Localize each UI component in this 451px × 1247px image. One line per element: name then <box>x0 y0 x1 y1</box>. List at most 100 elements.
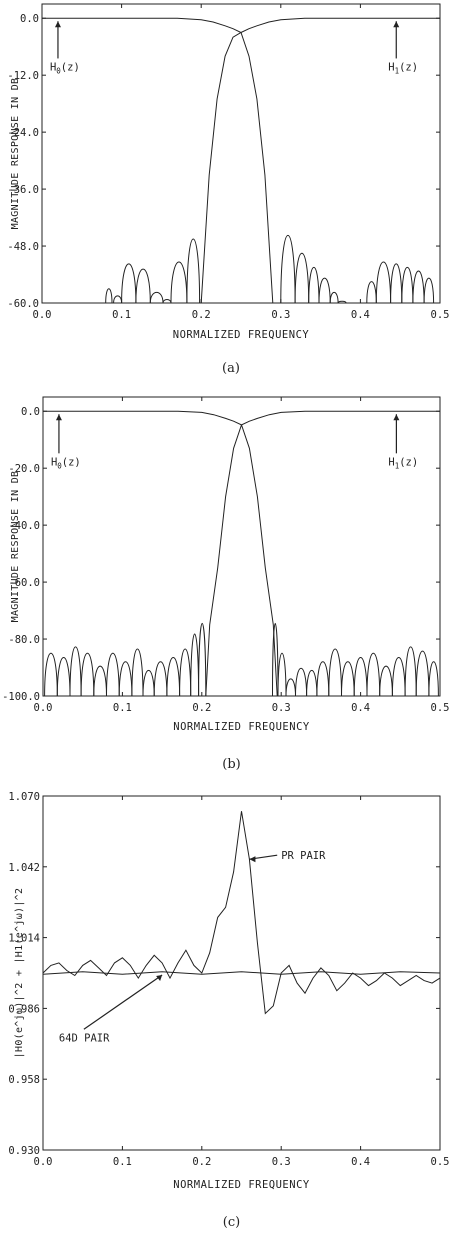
series-line-c-1 <box>42 971 441 975</box>
stopband-lobe-b-1 <box>131 648 144 697</box>
stopband-lobe-a-1 <box>121 263 137 304</box>
series-line-b-0 <box>43 410 440 697</box>
y-tick-label-c: 0.986 <box>8 1003 40 1015</box>
stopband-lobe-b-1 <box>142 670 155 697</box>
stopband-lobe-b-0 <box>328 648 342 697</box>
stopband-lobe-a-1 <box>149 291 164 304</box>
y-tick-label-b: -40.0 <box>8 520 40 532</box>
y-tick-label-c: 1.070 <box>8 791 40 803</box>
stopband-lobe-a-0 <box>308 267 320 304</box>
y-tick-label-a: -12.0 <box>7 70 39 82</box>
x-tick-label-b: 0.5 <box>431 702 450 714</box>
x-tick-label-c: 0.0 <box>34 1156 53 1168</box>
stopband-lobe-b-1 <box>93 665 107 697</box>
y-tick-label-c: 1.014 <box>8 933 40 945</box>
stopband-lobe-b-1 <box>44 652 58 697</box>
stopband-lobe-b-0 <box>285 678 296 697</box>
y-tick-label-b: -80.0 <box>8 634 40 646</box>
stopband-lobe-b-0 <box>379 665 393 697</box>
stopband-lobe-b-1 <box>106 652 120 697</box>
stopband-lobe-a-0 <box>337 300 347 304</box>
annotation-label-a: H0(z) <box>50 61 80 75</box>
chart-panel-b: 0.0 0.1 0.2 0.3 0.4 0.5 0.0 -20.0 -40.0 -60.0 -80.… <box>2 396 450 772</box>
stopband-lobe-b-1 <box>153 661 168 697</box>
y-axis-label-a: MAGNITUDE RESPONSE IN DB <box>10 78 21 230</box>
stopband-lobe-a-0 <box>412 270 425 304</box>
stopband-lobe-b-0 <box>316 661 330 697</box>
stopband-lobe-a-0 <box>401 267 414 304</box>
caption-b: (b) <box>222 757 240 772</box>
stopband-lobe-a-1 <box>105 288 113 304</box>
stopband-lobe-b-0 <box>353 657 368 697</box>
stopband-lobe-b-0 <box>272 623 279 697</box>
x-tick-label-b: 0.1 <box>113 702 132 714</box>
stopband-lobe-b-0 <box>341 661 355 697</box>
stopband-lobe-b-0 <box>306 670 318 697</box>
y-tick-label-a: -48.0 <box>7 241 39 253</box>
arrow-head-b <box>55 414 62 421</box>
y-tick-label-b: -20.0 <box>8 463 40 475</box>
plot-frame-a <box>41 3 441 304</box>
x-axis-label-b: NORMALIZED FREQUENCY <box>173 721 310 733</box>
x-tick-label-c: 0.1 <box>113 1156 132 1168</box>
stopband-lobe-a-0 <box>294 252 310 304</box>
annotation-label-a: H1(z) <box>388 61 418 75</box>
caption-c: (c) <box>223 1215 240 1230</box>
y-tick-label-b: 0.0 <box>21 406 40 418</box>
x-tick-label-a: 0.5 <box>431 309 450 321</box>
stopband-lobe-b-1 <box>56 657 71 697</box>
x-tick-label-b: 0.4 <box>351 702 370 714</box>
stopband-lobe-a-1 <box>170 261 188 304</box>
stopband-lobe-b-1 <box>118 661 133 697</box>
stopband-lobe-b-0 <box>428 661 439 697</box>
annotation-label-b: H0(z) <box>51 456 81 470</box>
x-tick-label-c: 0.4 <box>351 1156 370 1168</box>
caption-a: (a) <box>222 361 240 376</box>
y-tick-label-a: -24.0 <box>7 127 39 139</box>
stopband-lobe-a-0 <box>329 291 339 304</box>
stopband-lobe-b-1 <box>198 623 207 697</box>
x-tick-label-c: 0.5 <box>431 1156 450 1168</box>
stopband-lobe-b-0 <box>404 646 417 697</box>
x-tick-label-a: 0.0 <box>33 309 52 321</box>
chart-panel-a: 0.0 0.1 0.2 0.3 0.4 0.5 0.0 -12.0 -24.0 -36.0 -48.… <box>7 3 450 376</box>
stopband-lobe-b-0 <box>415 650 430 697</box>
stopband-lobe-b-1 <box>179 648 192 697</box>
x-tick-label-c: 0.2 <box>192 1156 211 1168</box>
stopband-lobe-a-1 <box>186 238 201 304</box>
y-axis-label-b: MAGNITUDE RESPONSE IN DB <box>10 471 21 623</box>
annotation-label-c: 64D PAIR <box>59 1032 110 1044</box>
stopband-lobe-b-0 <box>295 667 308 697</box>
y-tick-label-a: -60.0 <box>7 298 39 310</box>
stopband-lobe-b-0 <box>366 652 381 697</box>
64d-pair-arrow <box>83 974 163 1030</box>
stopband-lobe-b-0 <box>277 652 287 697</box>
x-tick-label-b: 0.3 <box>272 702 291 714</box>
stopband-lobe-a-0 <box>280 234 296 304</box>
y-tick-label-c: 1.042 <box>8 862 40 874</box>
x-tick-label-a: 0.4 <box>351 309 370 321</box>
stopband-lobe-b-0 <box>391 657 406 697</box>
stopband-lobe-a-0 <box>390 263 403 304</box>
stopband-lobe-a-0 <box>423 277 435 304</box>
x-tick-label-b: 0.2 <box>192 702 211 714</box>
arrow-head-c <box>249 856 256 863</box>
arrow-head-a <box>393 21 400 28</box>
annotation-label-c: PR PAIR <box>281 850 326 862</box>
x-tick-label-b: 0.0 <box>34 702 53 714</box>
stopband-lobe-b-1 <box>69 646 82 697</box>
stopband-lobe-a-1 <box>135 268 151 304</box>
stopband-lobe-b-1 <box>166 657 181 697</box>
x-axis-label-c: NORMALIZED FREQUENCY <box>173 1179 310 1191</box>
stopband-lobe-a-0 <box>318 277 331 304</box>
annotation-label-b: H1(z) <box>388 456 418 470</box>
series-line-b-1 <box>43 410 440 697</box>
stopband-lobe-a-0 <box>375 261 392 304</box>
y-tick-label-b: -100.0 <box>2 691 40 703</box>
chart-panel-c: 0.0 0.1 0.2 0.3 0.4 0.5 1.070 1.042 1.014 0.986 0.… <box>8 791 449 1230</box>
y-axis-label-c: |H0(e^jω)|^2 + |H1(e^jω)|^2 <box>14 888 25 1059</box>
stopband-lobe-b-1 <box>190 633 200 697</box>
y-tick-label-b: -60.0 <box>8 577 40 589</box>
x-tick-label-a: 0.3 <box>271 309 290 321</box>
